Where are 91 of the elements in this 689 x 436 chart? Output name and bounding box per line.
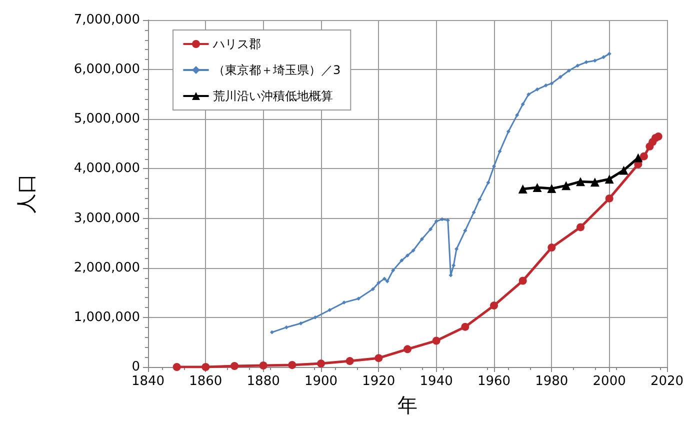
point [506,130,510,134]
point [202,363,210,371]
point [634,153,643,162]
point [452,263,456,268]
x-tick-label: 1980 [535,374,568,389]
point [478,197,482,202]
point [420,237,424,242]
point [404,345,412,354]
x-tick-label: 1940 [420,374,453,389]
point [590,178,600,187]
y-axis-title: 人口 [14,174,38,214]
y-tick-label: 2,000,000 [74,260,140,276]
point [400,258,404,262]
x-tick-label: 1960 [477,374,511,389]
point [562,181,571,190]
x-tick-label: 1920 [362,374,396,389]
point [328,308,332,312]
point [490,302,498,310]
point [374,354,383,362]
point [428,227,433,232]
point [498,149,502,154]
point [346,357,354,366]
point [172,363,181,371]
point [298,321,303,326]
point [548,244,556,252]
point [544,83,548,88]
point [230,362,238,370]
point [270,330,274,334]
point [461,322,470,331]
point [535,87,540,92]
point [584,60,588,64]
point [370,287,375,292]
point [376,280,381,285]
y-tick-label: 1,000,000 [74,310,140,325]
point [518,184,528,194]
y-tick-label: 0 [132,360,140,374]
point [492,164,496,168]
point [592,58,597,63]
point [288,361,296,370]
point [619,166,628,175]
point [342,300,346,305]
x-tick-label: 1860 [189,374,222,389]
point [576,177,585,186]
x-tick-label: 1880 [246,374,280,389]
point [654,132,662,140]
point [526,92,531,96]
legend-label: 荒川沿い沖積低地概算 [213,89,333,103]
point [605,194,614,202]
point [520,102,525,106]
point [446,218,450,222]
point [385,279,390,284]
point [411,248,416,253]
point [602,55,606,60]
x-tick-label: 1840 [131,374,165,389]
point [486,180,490,185]
point [406,253,410,258]
x-axis-title: 年 [398,393,418,417]
point [463,228,468,233]
point [532,183,542,192]
point [518,276,527,285]
point [434,219,438,224]
x-tick-label: 2000 [592,374,626,389]
y-tick-label: 6,000,000 [74,62,140,78]
point [640,152,648,160]
point [576,64,580,68]
x-tick-label: 2020 [650,374,684,389]
point [550,81,554,86]
point [356,296,360,301]
point [259,362,268,370]
point [547,184,556,194]
legend-label: ハリス郡 [212,37,261,51]
y-tick-label: 4,000,000 [74,161,140,176]
point [432,336,440,345]
point [566,68,571,73]
point [313,315,318,320]
point [382,276,386,281]
point [604,174,614,184]
point [391,268,396,272]
point [317,360,325,368]
point [607,52,612,56]
point [440,217,444,222]
x-tick-label: 1900 [304,374,338,389]
y-tick-label: 3,000,000 [74,210,140,226]
point [515,113,520,118]
y-tick-label: 5,000,000 [74,112,140,127]
point [576,223,584,232]
legend-label: （東京都＋埼玉県）／3 [213,63,341,77]
point [472,210,476,214]
point [284,325,288,330]
point [558,75,562,80]
y-tick-label: 7,000,000 [74,12,140,28]
